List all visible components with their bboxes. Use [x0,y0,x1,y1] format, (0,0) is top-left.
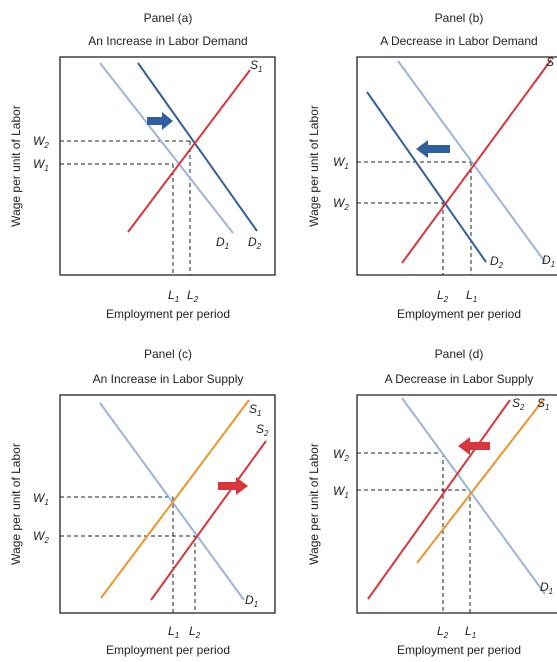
panel-d-wage-tick-w1: W1 [333,484,349,500]
panel-d-emp-tick-l2: L2 [437,624,449,640]
panel-d-y-axis-label: Wage per unit of Labor [307,443,321,565]
panel-c-axes-frame [59,394,276,614]
panel-a: Panel (a) An Increase in Labor Demand Wa… [9,11,276,321]
panel-a-emp-tick-l2: L2 [187,288,199,304]
panel-a-axes-frame [59,56,276,276]
panel-b-d2-label: D2 [490,254,504,270]
panel-a-x-axis-label: Employment per period [106,307,230,321]
panel-a-supply-s1 [127,69,251,233]
panel-d-emp-tick-l1: L1 [465,624,476,640]
panel-d-demand-d1 [401,397,546,595]
panel-d-supply-s1 [416,398,545,564]
panel-c-emp-tick-l1: L1 [168,624,179,640]
panel-b-demand-d2 [366,91,487,263]
panel-d-axes-frame [356,394,557,614]
panel-c-s2-label: S2 [256,422,269,438]
panel-b-s-label: S [546,55,554,69]
panel-a-demand-d2 [137,62,258,232]
panel-b-shift-arrow [416,140,450,158]
panel-b-y-axis-label: Wage per unit of Labor [307,105,321,227]
panel-d-wage-tick-w2: W2 [333,447,349,463]
panel-d-s2-label: S2 [512,396,525,412]
panel-d-name: Panel (d) [435,347,484,361]
panel-b-demand-d1 [397,60,546,263]
panel-d-s1-label: S1 [537,396,549,412]
panel-c-s1-label: S1 [249,402,261,418]
panel-b-name: Panel (b) [435,11,484,25]
panel-d: Panel (d) A Decrease in Labor Supply Wag… [307,347,557,657]
panel-b-wage-tick-w1: W1 [333,155,349,171]
panel-b-d1-label: D1 [542,253,555,269]
panel-b-emp-tick-l1: L1 [466,288,477,304]
panel-c-d1-label: D1 [245,593,258,609]
panel-b-emp-tick-l2: L2 [437,288,449,304]
panel-c-name: Panel (c) [144,347,192,361]
panel-c-title: An Increase in Labor Supply [93,372,244,386]
panel-b-wage-tick-w2: W2 [333,196,349,212]
panel-a-y-axis-label: Wage per unit of Labor [9,105,23,227]
panel-c-supply-s1 [100,399,250,599]
panel-c-wage-tick-w1: W1 [33,491,49,507]
panel-a-shift-arrow [147,112,173,130]
panel-a-demand-d1 [99,62,234,234]
panel-c-supply-s2 [150,440,267,601]
panel-a-guides [60,140,191,275]
panel-c-x-axis-label: Employment per period [106,643,230,657]
panel-a-name: Panel (a) [144,11,193,25]
panel-b-axes-frame [356,56,557,276]
panel-d-supply-s2 [367,399,511,600]
panel-a-wage-tick-w1: W1 [33,157,49,173]
panel-a-d2-label: D2 [248,235,262,251]
panel-d-title: A Decrease in Labor Supply [385,372,534,386]
panel-b-x-axis-label: Employment per period [397,307,521,321]
panel-d-shift-arrow [458,437,490,455]
panel-b-title: A Decrease in Labor Demand [380,34,537,48]
panel-b-guides [357,161,472,275]
panel-b: Panel (b) A Decrease in Labor Demand Wag… [307,11,557,321]
panel-a-s1-label: S1 [250,58,262,74]
panel-b-supply-s [401,59,552,264]
panel-c-wage-tick-w2: W2 [33,529,49,545]
panel-c-y-axis-label: Wage per unit of Labor [9,443,23,565]
panel-d-x-axis-label: Employment per period [397,643,521,657]
panel-c-emp-tick-l2: L2 [189,624,201,640]
panel-c-shift-arrow [218,477,248,495]
panel-a-title: An Increase in Labor Demand [88,34,247,48]
panel-a-d1-label: D1 [216,235,229,251]
panel-a-emp-tick-l1: L1 [168,288,179,304]
panel-c: Panel (c) An Increase in Labor Supply Wa… [9,347,276,657]
panel-d-d1-label: D1 [540,580,553,596]
panel-a-wage-tick-w2: W2 [33,134,49,150]
panel-c-guides [60,496,196,613]
panel-d-guides [357,452,471,613]
